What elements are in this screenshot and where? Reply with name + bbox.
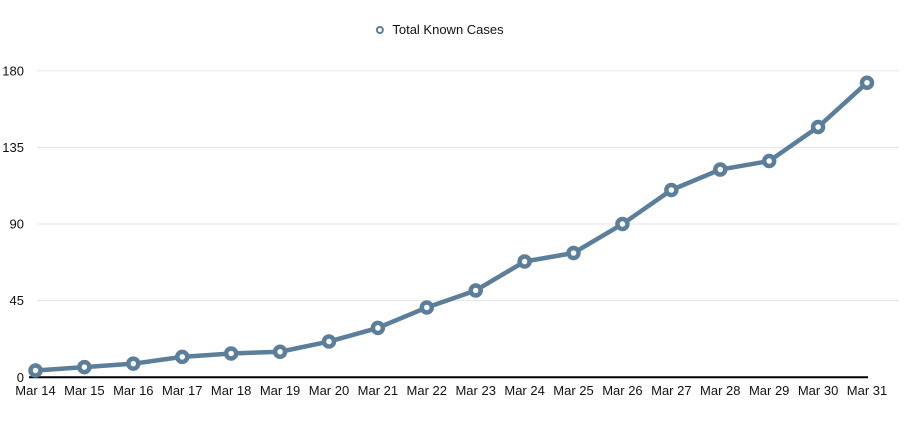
x-axis-tick-label: Mar 29 [749,383,789,398]
x-axis-tick-label: Mar 28 [700,383,740,398]
x-axis-tick-label: Mar 25 [553,383,593,398]
series-line [33,80,870,373]
x-axis-tick-label: Mar 15 [64,383,104,398]
legend-label: Total Known Cases [392,22,504,37]
data-point [810,119,826,135]
x-axis-tick-label: Mar 18 [211,383,251,398]
y-axis-tick-label: 0 [17,370,24,385]
y-axis-tick-label: 45 [10,293,24,308]
x-axis-tick-label: Mar 14 [15,383,55,398]
x-axis-tick-label: Mar 21 [358,383,398,398]
x-axis-tick-label: Mar 16 [113,383,153,398]
data-point [761,153,777,169]
x-axis-tick-label: Mar 31 [847,383,887,398]
data-point [468,283,483,298]
data-point [419,300,435,315]
y-axis-tick-label: 135 [2,140,24,155]
x-axis-tick-label: Mar 24 [504,383,544,398]
data-point [223,346,239,361]
x-axis-tick-label: Mar 27 [651,383,691,398]
data-point [713,162,728,177]
legend-item[interactable]: Total Known Cases [375,22,504,37]
data-point [370,320,386,336]
x-axis-tick-label: Mar 22 [407,383,447,398]
x-axis-tick-label: Mar 20 [309,383,349,398]
data-point [517,254,532,269]
data-point [321,334,337,349]
x-axis-tick-label: Mar 26 [602,383,642,398]
legend-marker-icon [375,25,384,34]
data-point [859,75,875,90]
data-point [615,216,630,232]
y-axis-tick-label: 180 [2,63,24,78]
data-point [28,363,43,378]
x-axis-tick-label: Mar 30 [798,383,838,398]
y-axis-tick-label: 90 [10,217,24,232]
data-point [664,182,679,198]
data-point [174,349,190,365]
x-axis-tick-label: Mar 17 [162,383,202,398]
x-axis-tick-label: Mar 19 [260,383,300,398]
data-point [77,359,92,375]
x-axis-tick-label: Mar 23 [455,383,495,398]
data-point [566,245,581,261]
data-point [126,356,141,371]
data-point [272,344,288,360]
